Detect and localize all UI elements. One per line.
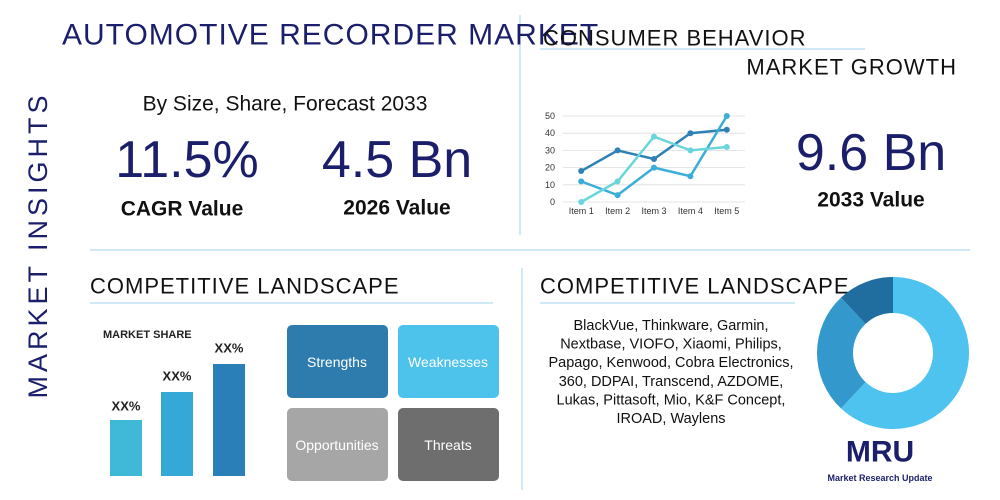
- title: AUTOMOTIVE RECORDER MARKET: [62, 19, 599, 52]
- x-tick-label: Item 4: [678, 206, 703, 216]
- stat-label: CAGR Value: [121, 198, 244, 221]
- point: [651, 164, 657, 171]
- stat-value: 4.5 Bn: [322, 131, 472, 189]
- x-tick-label: Item 5: [714, 206, 739, 216]
- bar-label: XX%: [112, 399, 141, 414]
- player-line: Papago, Kenwood, Cobra Electronics,: [548, 355, 793, 371]
- y-tick-label: 30: [545, 145, 555, 155]
- point: [723, 143, 730, 150]
- point: [578, 199, 585, 205]
- player-line: Lukas, Pittasoft, Mio, K&F Concept,: [557, 392, 786, 408]
- share-bar: [161, 392, 193, 476]
- y-tick-label: 50: [545, 111, 555, 121]
- bar-label: XX%: [215, 341, 244, 356]
- point: [614, 147, 621, 154]
- side-label: MARKET INSIGHTS: [23, 91, 53, 398]
- player-line: BlackVue, Thinkware, Garmin,: [573, 318, 768, 334]
- swot-box: [398, 408, 499, 481]
- donut-segment: [817, 297, 866, 409]
- stat-value: 9.6 Bn: [796, 124, 946, 182]
- donut-chart: [817, 277, 969, 429]
- swot-box: [287, 325, 388, 398]
- x-tick-label: Item 1: [569, 206, 594, 216]
- point: [723, 113, 730, 119]
- stat-value: 11.5%: [115, 131, 259, 189]
- bar-label: XX%: [163, 369, 192, 384]
- point: [687, 130, 694, 137]
- point: [723, 126, 730, 133]
- point: [687, 147, 694, 154]
- point: [651, 156, 657, 162]
- y-tick-label: 40: [545, 128, 555, 138]
- players-list: BlackVue, Thinkware, Garmin, Nextbase, VI…: [548, 318, 793, 427]
- swot-label: Weaknesses: [408, 354, 488, 370]
- line-chart: 0 10 20 30 40 50 Item 1 Item 2 Item 3 Item 4 Item …: [545, 111, 745, 216]
- player-line: 360, DDPAI, Transcend, AZDOME,: [559, 374, 784, 390]
- section-title: COMPETITIVE LANDSCAPE: [90, 274, 400, 299]
- share-bar: [213, 364, 245, 476]
- point: [614, 178, 621, 185]
- donut-segment: [840, 277, 893, 324]
- swot-box: [398, 325, 499, 398]
- market-share-label: MARKET SHARE: [103, 329, 192, 341]
- stat-label: 2033 Value: [817, 189, 924, 212]
- x-tick-label: Item 3: [641, 206, 666, 216]
- stat-label: 2026 Value: [343, 197, 450, 220]
- point: [578, 178, 585, 185]
- logo: MRU: [846, 436, 914, 469]
- player-line: Nextbase, VIOFO, Xiaomi, Philips,: [560, 337, 782, 353]
- swot-label: Threats: [424, 437, 471, 453]
- player-line: IROAD, Waylens: [616, 411, 725, 427]
- donut-segment: [840, 277, 969, 429]
- swot-label: Strengths: [307, 354, 367, 370]
- swot-label: Opportunities: [295, 437, 378, 453]
- logo-caption: Market Research Update: [827, 473, 932, 483]
- y-tick-label: 0: [550, 197, 555, 207]
- section-title: CONSUMER BEHAVIOR: [543, 26, 807, 51]
- swot-box: [287, 408, 388, 481]
- subtitle: By Size, Share, Forecast 2033: [143, 93, 428, 116]
- share-bar: [110, 420, 142, 476]
- x-tick-label: Item 2: [605, 206, 630, 216]
- point: [614, 192, 621, 199]
- y-tick-label: 20: [545, 163, 555, 173]
- point: [687, 173, 694, 180]
- section-subtitle: MARKET GROWTH: [746, 55, 957, 80]
- point: [651, 133, 657, 140]
- y-tick-label: 10: [545, 180, 555, 190]
- point: [578, 168, 585, 175]
- section-title: COMPETITIVE LANDSCAPE: [540, 274, 850, 299]
